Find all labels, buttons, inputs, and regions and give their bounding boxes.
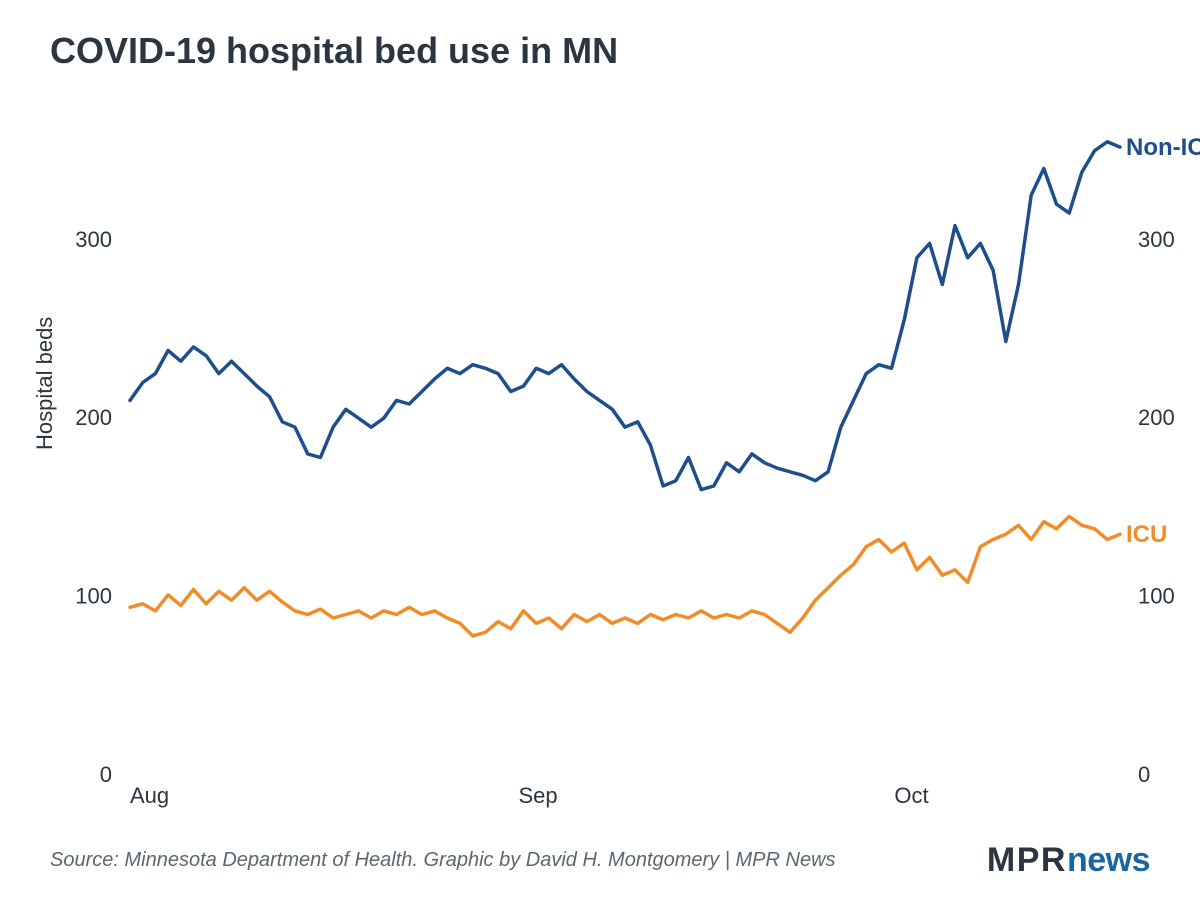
x-tick-label: Aug xyxy=(130,783,169,808)
series-labels: Non-ICU ICU xyxy=(1126,134,1200,548)
y-tick-label: 300 xyxy=(1138,227,1175,252)
y-axis-ticks-left: 0 100 200 300 xyxy=(75,227,112,787)
chart-plot: 0100200300 0100200300 AugSepOct Non-ICUI… xyxy=(130,115,1120,775)
series-label-icu: ICU xyxy=(1126,521,1167,548)
y-tick-label: 0 xyxy=(1138,762,1150,787)
chart-title: COVID-19 hospital bed use in MN xyxy=(50,30,618,72)
y-tick-label: 200 xyxy=(75,405,112,430)
publisher-logo: MPRnews xyxy=(987,841,1150,880)
series-lines xyxy=(130,142,1120,636)
source-caption: Source: Minnesota Department of Health. … xyxy=(50,849,836,872)
y-tick-label: 200 xyxy=(1138,405,1175,430)
y-axis-label: Hospital beds xyxy=(32,317,58,450)
logo-part-1: MPR xyxy=(987,841,1067,879)
y-tick-label: 100 xyxy=(1138,584,1175,609)
logo-part-2: news xyxy=(1067,841,1150,879)
x-axis-ticks: Aug Sep Oct xyxy=(130,783,929,808)
y-tick-label: 0 xyxy=(100,762,112,787)
series-line-non-icu xyxy=(130,142,1120,490)
y-axis-ticks-right: 0 100 200 300 xyxy=(1138,227,1175,787)
series-line-icu xyxy=(130,516,1120,636)
x-tick-label: Sep xyxy=(518,783,557,808)
y-tick-label: 300 xyxy=(75,227,112,252)
series-label-non-icu: Non-ICU xyxy=(1126,134,1200,161)
x-tick-label: Oct xyxy=(894,783,928,808)
y-tick-label: 100 xyxy=(75,584,112,609)
